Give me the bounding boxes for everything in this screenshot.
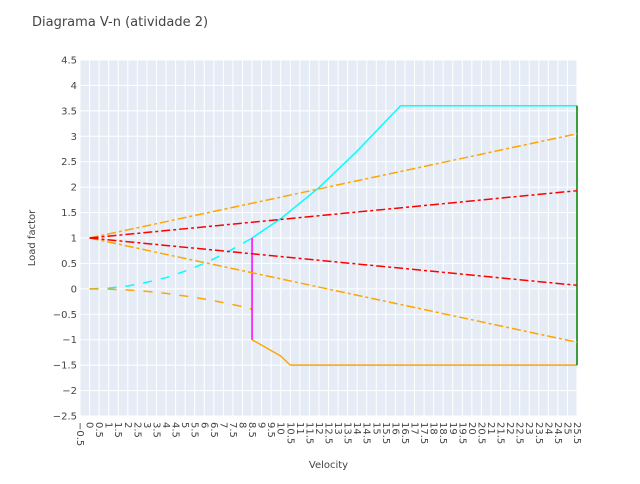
x-tick-label: 1 xyxy=(103,422,114,428)
y-tick-label: 2.5 xyxy=(61,157,77,168)
y-tick-label: −2.5 xyxy=(53,412,77,423)
y-tick-label: −1 xyxy=(62,335,77,346)
x-tick-label: 17 xyxy=(409,422,420,435)
x-tick-label: 24 xyxy=(542,422,553,435)
x-tick-label: 18.5 xyxy=(437,422,448,444)
y-axis-label: Load factor xyxy=(27,209,38,266)
y-tick-label: 3 xyxy=(71,132,77,143)
x-tick-label: 15.5 xyxy=(380,422,391,444)
x-tick-label: 9.5 xyxy=(265,422,276,438)
x-tick-label: 6.5 xyxy=(208,422,219,438)
x-tick-label: 8 xyxy=(236,422,247,428)
x-tick-label: 14 xyxy=(351,422,362,435)
series-line-1 xyxy=(251,105,402,239)
y-tick-label: 4.5 xyxy=(61,56,77,67)
series-line-8 xyxy=(89,133,578,239)
x-tick-label: 4 xyxy=(160,422,171,428)
x-tick-label: 6 xyxy=(198,422,209,428)
chart-title: Diagrama V-n (atividade 2) xyxy=(32,15,209,30)
x-tick-label: 7.5 xyxy=(227,422,238,438)
x-tick-label: 25.5 xyxy=(571,422,582,444)
x-tick-label: 3 xyxy=(141,422,152,428)
y-tick-label: 0 xyxy=(71,284,77,295)
x-tick-label: 11 xyxy=(294,422,305,435)
series-line-0 xyxy=(89,237,253,290)
x-tick-labels: −0.500.511.522.533.544.555.566.577.588.5… xyxy=(74,422,582,446)
x-tick-label: 0 xyxy=(84,422,95,428)
x-tick-label: 0.5 xyxy=(93,422,104,438)
y-tick-labels: 4.5 4 3.5 3 2.5 2 1.5 1 0.5 0 −0.5 −1 −1.5 −2 −2.5 xyxy=(53,56,77,423)
x-tick-label: 22 xyxy=(504,422,515,435)
x-tick-label: 12 xyxy=(313,422,324,435)
x-tick-label: 23 xyxy=(523,422,534,435)
x-tick-label: 5.5 xyxy=(189,422,200,438)
series-line-11 xyxy=(89,237,578,287)
series-line-10 xyxy=(89,189,578,239)
x-tick-label: 21 xyxy=(485,422,496,435)
x-tick-label: 19.5 xyxy=(456,422,467,444)
x-tick-label: 22.5 xyxy=(514,422,525,444)
x-tick-label: 18 xyxy=(428,422,439,435)
x-tick-label: 4.5 xyxy=(170,422,181,438)
x-tick-label: 13 xyxy=(332,422,343,435)
series-line-4 xyxy=(251,339,291,366)
x-tick-label: 11.5 xyxy=(303,422,314,444)
y-tick-label: −1.5 xyxy=(53,361,77,372)
x-tick-label: 16.5 xyxy=(399,422,410,444)
x-tick-label: −0.5 xyxy=(74,422,85,446)
series-group xyxy=(89,105,578,366)
y-tick-label: 3.5 xyxy=(61,106,77,117)
x-tick-label: 2.5 xyxy=(131,422,142,438)
x-tick-label: 24.5 xyxy=(552,422,563,444)
series-line-3 xyxy=(89,288,253,310)
y-tick-label: 1.5 xyxy=(61,208,77,219)
x-tick-label: 20 xyxy=(466,422,477,435)
x-tick-label: 21.5 xyxy=(495,422,506,444)
series-line-9 xyxy=(89,237,578,343)
x-tick-label: 1.5 xyxy=(112,422,123,438)
y-tick-label: 4 xyxy=(71,81,77,92)
x-tick-label: 12.5 xyxy=(323,422,334,444)
x-tick-label: 10 xyxy=(275,422,286,435)
x-tick-label: 15 xyxy=(370,422,381,435)
x-tick-label: 16 xyxy=(389,422,400,435)
x-tick-label: 14.5 xyxy=(361,422,372,444)
x-tick-label: 17.5 xyxy=(418,422,429,444)
y-tick-label: −2 xyxy=(62,386,77,397)
x-tick-label: 20.5 xyxy=(475,422,486,444)
x-tick-label: 19 xyxy=(447,422,458,435)
x-tick-label: 2 xyxy=(122,422,133,428)
y-tick-label: 2 xyxy=(71,183,77,194)
x-tick-label: 3.5 xyxy=(150,422,161,438)
y-tick-label: −0.5 xyxy=(53,310,77,321)
x-tick-label: 13.5 xyxy=(342,422,353,444)
x-tick-label: 9 xyxy=(256,422,267,428)
y-tick-label: 1 xyxy=(71,234,77,245)
x-axis-label: Velocity xyxy=(309,460,348,471)
y-tick-label: 0.5 xyxy=(61,259,77,270)
x-tick-label: 10.5 xyxy=(284,422,295,444)
x-tick-label: 7 xyxy=(217,422,228,428)
x-tick-label: 8.5 xyxy=(246,422,257,438)
x-tick-label: 23.5 xyxy=(533,422,544,444)
x-tick-label: 5 xyxy=(179,422,190,428)
grid xyxy=(79,59,578,417)
x-tick-label: 25 xyxy=(561,422,572,435)
